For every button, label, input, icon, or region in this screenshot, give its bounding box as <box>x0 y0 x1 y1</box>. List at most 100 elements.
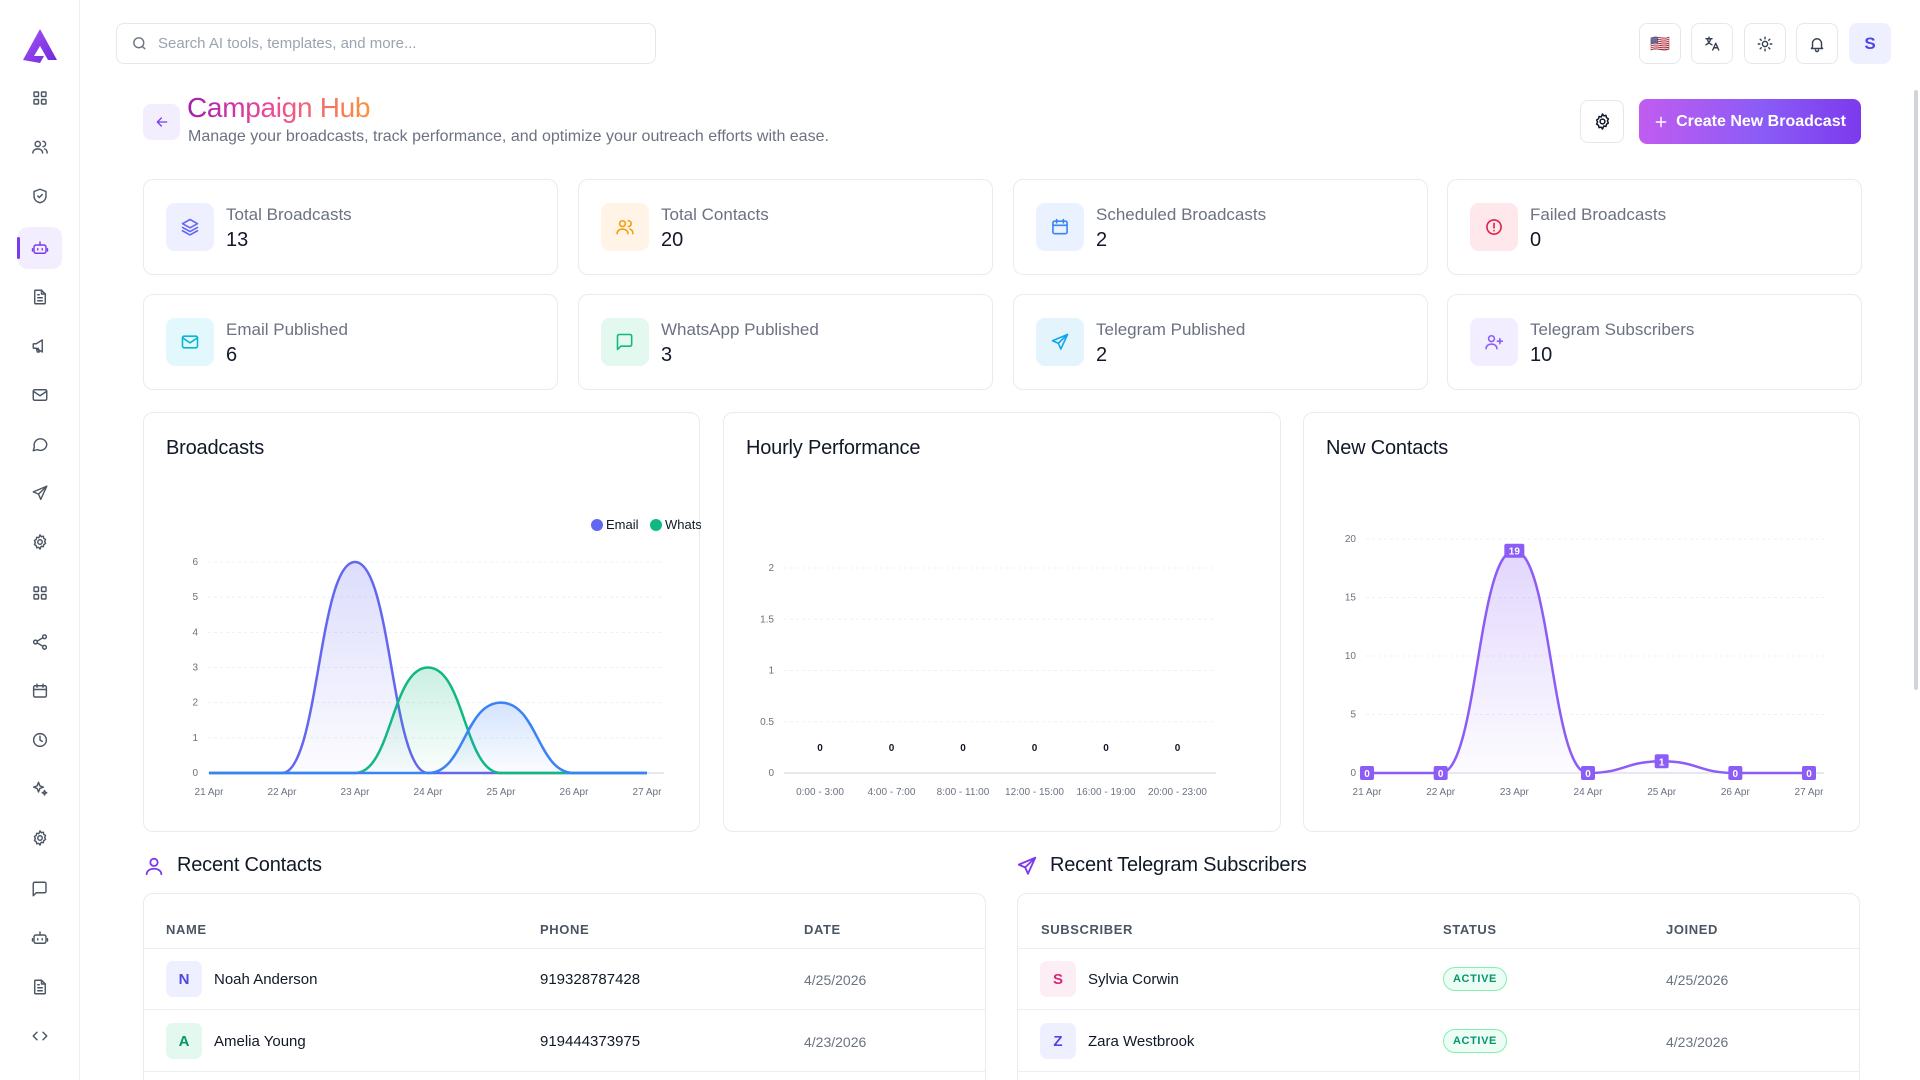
sidebar-item-settings[interactable] <box>18 521 62 563</box>
series-line <box>209 701 647 775</box>
sidebar-item-email[interactable] <box>18 374 62 416</box>
y-tick-label: 0 <box>1350 768 1356 779</box>
app-logo-icon[interactable] <box>20 26 60 66</box>
sidebar-item-security[interactable] <box>18 175 62 217</box>
data-point[interactable] <box>1433 766 1448 780</box>
avatar: N <box>166 961 202 997</box>
avatar: Z <box>1040 1023 1076 1059</box>
search-input[interactable] <box>158 35 638 52</box>
table-row[interactable]: N Noah Anderson 919328787428 4/25/2026 <box>144 949 985 1010</box>
data-point[interactable] <box>1360 766 1374 780</box>
send-icon <box>1051 333 1069 350</box>
x-tick-label: 22 Apr <box>268 787 298 798</box>
sidebar-item-history[interactable] <box>18 719 62 761</box>
page-scrollbar[interactable] <box>1914 90 1918 690</box>
y-tick-label: 1 <box>192 733 198 744</box>
data-point[interactable] <box>1504 543 1525 558</box>
data-point[interactable] <box>1802 766 1816 780</box>
gear-icon <box>1595 113 1609 130</box>
column-header: NAME <box>166 922 207 937</box>
send-icon <box>32 485 48 501</box>
data-label: 0 <box>1585 769 1591 780</box>
stat-label: Telegram Subscribers <box>1530 320 1695 339</box>
y-tick-label: 2 <box>192 698 198 709</box>
broadcasts-chart: 0 1 2 3 4 5 6 21 Apr 22 Apr 23 Apr 24 Apr 25 Apr 26 … <box>192 517 701 798</box>
hourly-chart-title: Hourly Performance <box>746 437 921 459</box>
stat-card: Total Broadcasts 13 <box>143 179 558 275</box>
y-tick-label: 1.5 <box>760 614 774 625</box>
contacts-chart-title: New Contacts <box>1326 437 1449 459</box>
share-icon <box>32 634 48 650</box>
sidebar-item-telegram[interactable] <box>18 472 62 514</box>
avatar: S <box>1040 961 1076 997</box>
sidebar-item-preferences[interactable] <box>18 817 62 859</box>
x-tick-label: 23 Apr <box>341 787 371 798</box>
x-tick-label: 21 Apr <box>1353 787 1383 798</box>
data-point[interactable] <box>1654 754 1669 769</box>
contacts-chart-card: New Contacts 0 5 10 15 20 21 Apr 22 Apr 23 Apr 2… <box>1303 412 1860 832</box>
gear-icon <box>33 534 47 550</box>
back-button[interactable] <box>143 104 180 140</box>
stat-card: Telegram Published 2 <box>1013 294 1428 390</box>
sidebar-item-chat[interactable] <box>18 423 62 465</box>
row-date: 4/25/2026 <box>804 972 867 988</box>
users-icon <box>32 140 48 154</box>
grid-icon <box>33 91 47 105</box>
user-avatar[interactable]: S <box>1849 23 1891 64</box>
gear-icon <box>33 830 47 846</box>
language-button[interactable]: 🇺🇸 <box>1639 23 1681 64</box>
stat-value: 3 <box>661 344 673 366</box>
stat-value: 13 <box>226 229 249 251</box>
sidebar-item-apps[interactable] <box>18 572 62 614</box>
sidebar-item-messages[interactable] <box>18 868 62 910</box>
stat-label: WhatsApp Published <box>661 320 819 339</box>
status-badge: ACTIVE <box>1443 967 1507 991</box>
send-icon <box>1017 856 1037 875</box>
settings-button[interactable] <box>1580 100 1624 143</box>
x-tick-label: 21 Apr <box>195 787 225 798</box>
sidebar-item-documents[interactable] <box>18 276 62 318</box>
table-row[interactable]: S Sylvia Corwin ACTIVE 4/25/2026 <box>1018 949 1859 1010</box>
y-tick-label: 0 <box>768 768 774 779</box>
stat-value: 6 <box>226 344 238 366</box>
bot-icon <box>31 241 49 254</box>
sidebar-item-share[interactable] <box>18 621 62 663</box>
data-point[interactable] <box>1728 766 1743 780</box>
legend-label[interactable]: WhatsApp <box>665 517 701 532</box>
stat-value: 2 <box>1096 229 1108 251</box>
legend-label[interactable]: Email <box>606 517 639 532</box>
table-row[interactable]: A Amelia Young 919444373975 4/23/2026 <box>144 1011 985 1072</box>
sidebar-item-assistant[interactable] <box>18 917 62 959</box>
y-tick-label: 2 <box>768 563 774 574</box>
sidebar-item-developer[interactable] <box>18 1015 62 1057</box>
mail-icon <box>32 389 48 401</box>
stat-label: Scheduled Broadcasts <box>1096 205 1267 224</box>
search-icon <box>133 37 146 50</box>
stat-label: Total Contacts <box>661 205 769 224</box>
sidebar-item-bots[interactable] <box>17 227 62 269</box>
data-point[interactable] <box>1581 766 1595 780</box>
stat-icon-wrap <box>1036 318 1084 366</box>
sidebar-item-campaigns[interactable] <box>18 325 62 367</box>
sidebar <box>0 0 80 1080</box>
stat-icon-wrap <box>166 203 214 251</box>
translate-button[interactable] <box>1691 23 1733 64</box>
search-bar[interactable] <box>116 23 656 64</box>
data-label: 1 <box>1659 757 1665 768</box>
stat-label: Total Broadcasts <box>226 205 352 224</box>
bar-value-label: 0 <box>889 743 895 754</box>
create-broadcast-button[interactable]: Create New Broadcast <box>1639 99 1861 144</box>
mail-icon <box>181 335 199 349</box>
sidebar-item-reports[interactable] <box>18 966 62 1008</box>
sidebar-item-dashboard[interactable] <box>18 77 62 119</box>
theme-toggle-button[interactable] <box>1744 23 1786 64</box>
y-tick-label: 15 <box>1345 593 1357 604</box>
table-row[interactable]: Z Zara Westbrook ACTIVE 4/23/2026 <box>1018 1011 1859 1072</box>
stat-label: Telegram Published <box>1096 320 1246 339</box>
y-tick-label: 3 <box>192 663 198 674</box>
y-tick-label: 5 <box>192 592 198 603</box>
sidebar-item-ai-tools[interactable] <box>18 768 62 810</box>
sidebar-item-calendar[interactable] <box>18 670 62 712</box>
notifications-button[interactable] <box>1796 23 1838 64</box>
sidebar-item-contacts[interactable] <box>18 126 62 168</box>
